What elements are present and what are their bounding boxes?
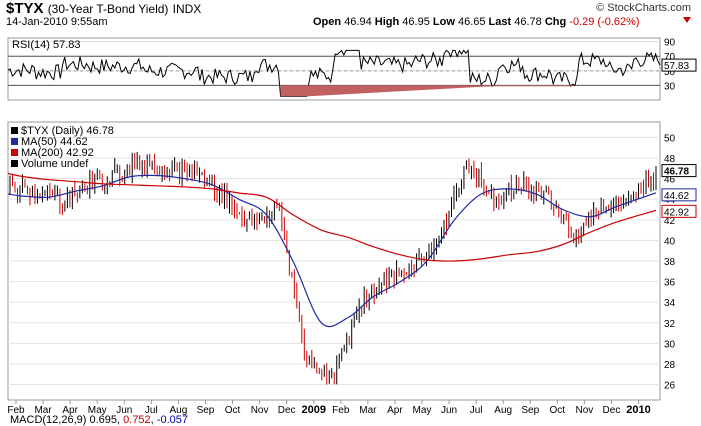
- legend-entry: Volume undef: [21, 158, 89, 170]
- x-tick-label: Sep: [197, 405, 215, 416]
- price-tick-label: 32: [664, 319, 676, 330]
- down-arrow-icon: [683, 17, 691, 23]
- rsi-last-label: 57.83: [664, 61, 689, 72]
- high-value: 46.95: [402, 16, 430, 28]
- exchange: INDX: [172, 2, 202, 16]
- high-label: High: [374, 16, 400, 28]
- low-value: 46.65: [457, 16, 486, 28]
- legend-entry: MA(200) 42.92: [21, 147, 94, 159]
- last-value-box: [661, 188, 697, 202]
- x-tick-label: May: [413, 405, 432, 416]
- x-tick-label: Apr: [62, 405, 78, 416]
- macd-sep-1: ,: [117, 414, 124, 426]
- last-value: 46.78: [514, 16, 542, 28]
- x-tick-label: Jul: [145, 405, 158, 416]
- price-panel: 50484644424038363432302826$TYX (Daily) 4…: [7, 121, 697, 401]
- x-tick-label: Feb: [332, 405, 350, 416]
- rsi-frame: [7, 37, 661, 101]
- x-tick-label: Mar: [359, 405, 377, 416]
- legend-entry: $TYX (Daily) 46.78: [21, 125, 114, 137]
- chg-label: Chg: [544, 16, 567, 28]
- rsi-last-box: [661, 58, 697, 72]
- macd-name: MACD(12,26,9): [10, 414, 87, 426]
- last-value-box: [661, 204, 697, 218]
- x-tick-label: 2009: [301, 404, 325, 416]
- rsi-tick-label: 50: [664, 67, 676, 78]
- price-tick-label: 42: [664, 216, 676, 227]
- rsi-line: [7, 49, 661, 97]
- x-tick-label: Feb: [7, 405, 25, 416]
- quote-summary: Open 46.94 High 46.95 Low 46.65 Last 46.…: [313, 16, 640, 28]
- ma200-line: [7, 172, 657, 262]
- symbol-name: (30-Year T-Bond Yield): [47, 2, 169, 16]
- last-label: Last: [488, 16, 512, 28]
- symbol-title: $TYX (30-Year T-Bond Yield) INDX: [6, 0, 201, 17]
- macd-value-2: 0.752: [123, 414, 151, 426]
- price-tick-label: 36: [664, 278, 676, 289]
- x-tick-label: Aug: [494, 405, 512, 416]
- x-tick-label: Oct: [225, 405, 241, 416]
- x-tick-label: Dec: [603, 405, 621, 416]
- rsi-tick-label: 30: [664, 81, 676, 92]
- x-tick-label: Jun: [441, 405, 457, 416]
- low-label: Low: [432, 16, 455, 28]
- legend-swatch: [11, 160, 18, 167]
- macd-value-1: 0.695: [89, 414, 118, 426]
- legend-entry: MA(50) 44.62: [21, 136, 88, 148]
- legend-swatch: [11, 149, 18, 156]
- price-tick-label: 48: [664, 154, 676, 165]
- x-tick-label: Nov: [575, 405, 593, 416]
- price-tick-label: 46: [664, 175, 676, 186]
- last-value-label: 44.62: [664, 191, 689, 202]
- x-tick-label: Apr: [387, 405, 403, 416]
- price-tick-label: 34: [664, 298, 676, 309]
- x-tick-label: May: [88, 405, 107, 416]
- x-axis: Feb Mar Apr May Jun Jul Aug Sep Oct Nov Dec 2009 Feb…: [7, 399, 660, 416]
- x-tick-label: Dec: [278, 405, 296, 416]
- price-tick-label: 28: [664, 360, 676, 371]
- price-tick-label: 26: [664, 381, 676, 392]
- x-tick-label: Sep: [521, 405, 539, 416]
- last-value-label: 46.78: [664, 167, 689, 178]
- watermark: © StockCharts.com: [596, 2, 691, 14]
- x-tick-label: Jun: [116, 405, 132, 416]
- x-tick-label: 2010: [626, 404, 650, 416]
- last-value-box: [661, 164, 697, 178]
- x-tick-label: Nov: [251, 405, 269, 416]
- open-value: 46.94: [344, 16, 372, 28]
- quote-datetime: 14-Jan-2010 9:55am: [6, 16, 108, 28]
- price-tick-label: 38: [664, 257, 676, 268]
- symbol: $TYX: [6, 0, 44, 17]
- x-tick-label: Aug: [169, 405, 187, 416]
- rsi-oversold-fill: [280, 85, 575, 97]
- macd-label: MACD(12,26,9) 0.695, 0.752, -0.057: [10, 414, 188, 426]
- rsi-tick-label: 90: [664, 38, 676, 49]
- macd-value-3: -0.057: [156, 414, 188, 426]
- chart-header: $TYX (30-Year T-Bond Yield) INDX © Stock…: [0, 0, 701, 40]
- price-tick-label: 50: [664, 133, 676, 144]
- ma50-line: [7, 174, 657, 328]
- chg-value: -0.29 (-0.62%): [569, 16, 640, 28]
- rsi-legend-label: RSI(14) 57.83: [12, 39, 80, 51]
- x-tick-label: Mar: [34, 405, 52, 416]
- x-tick-label: Oct: [550, 405, 566, 416]
- rsi-panel: 90 70 50 30 RSI(14) 57.83 57.83: [7, 37, 697, 101]
- open-label: Open: [313, 16, 342, 28]
- macd-sep-2: ,: [150, 414, 157, 426]
- legend-swatch: [11, 138, 18, 145]
- last-value-label: 42.92: [664, 207, 689, 218]
- x-tick-label: Jul: [470, 405, 483, 416]
- price-tick-label: 40: [664, 236, 676, 247]
- price-tick-label: 30: [664, 339, 676, 350]
- rsi-tick-label: 70: [664, 52, 676, 63]
- legend-swatch: [11, 127, 18, 134]
